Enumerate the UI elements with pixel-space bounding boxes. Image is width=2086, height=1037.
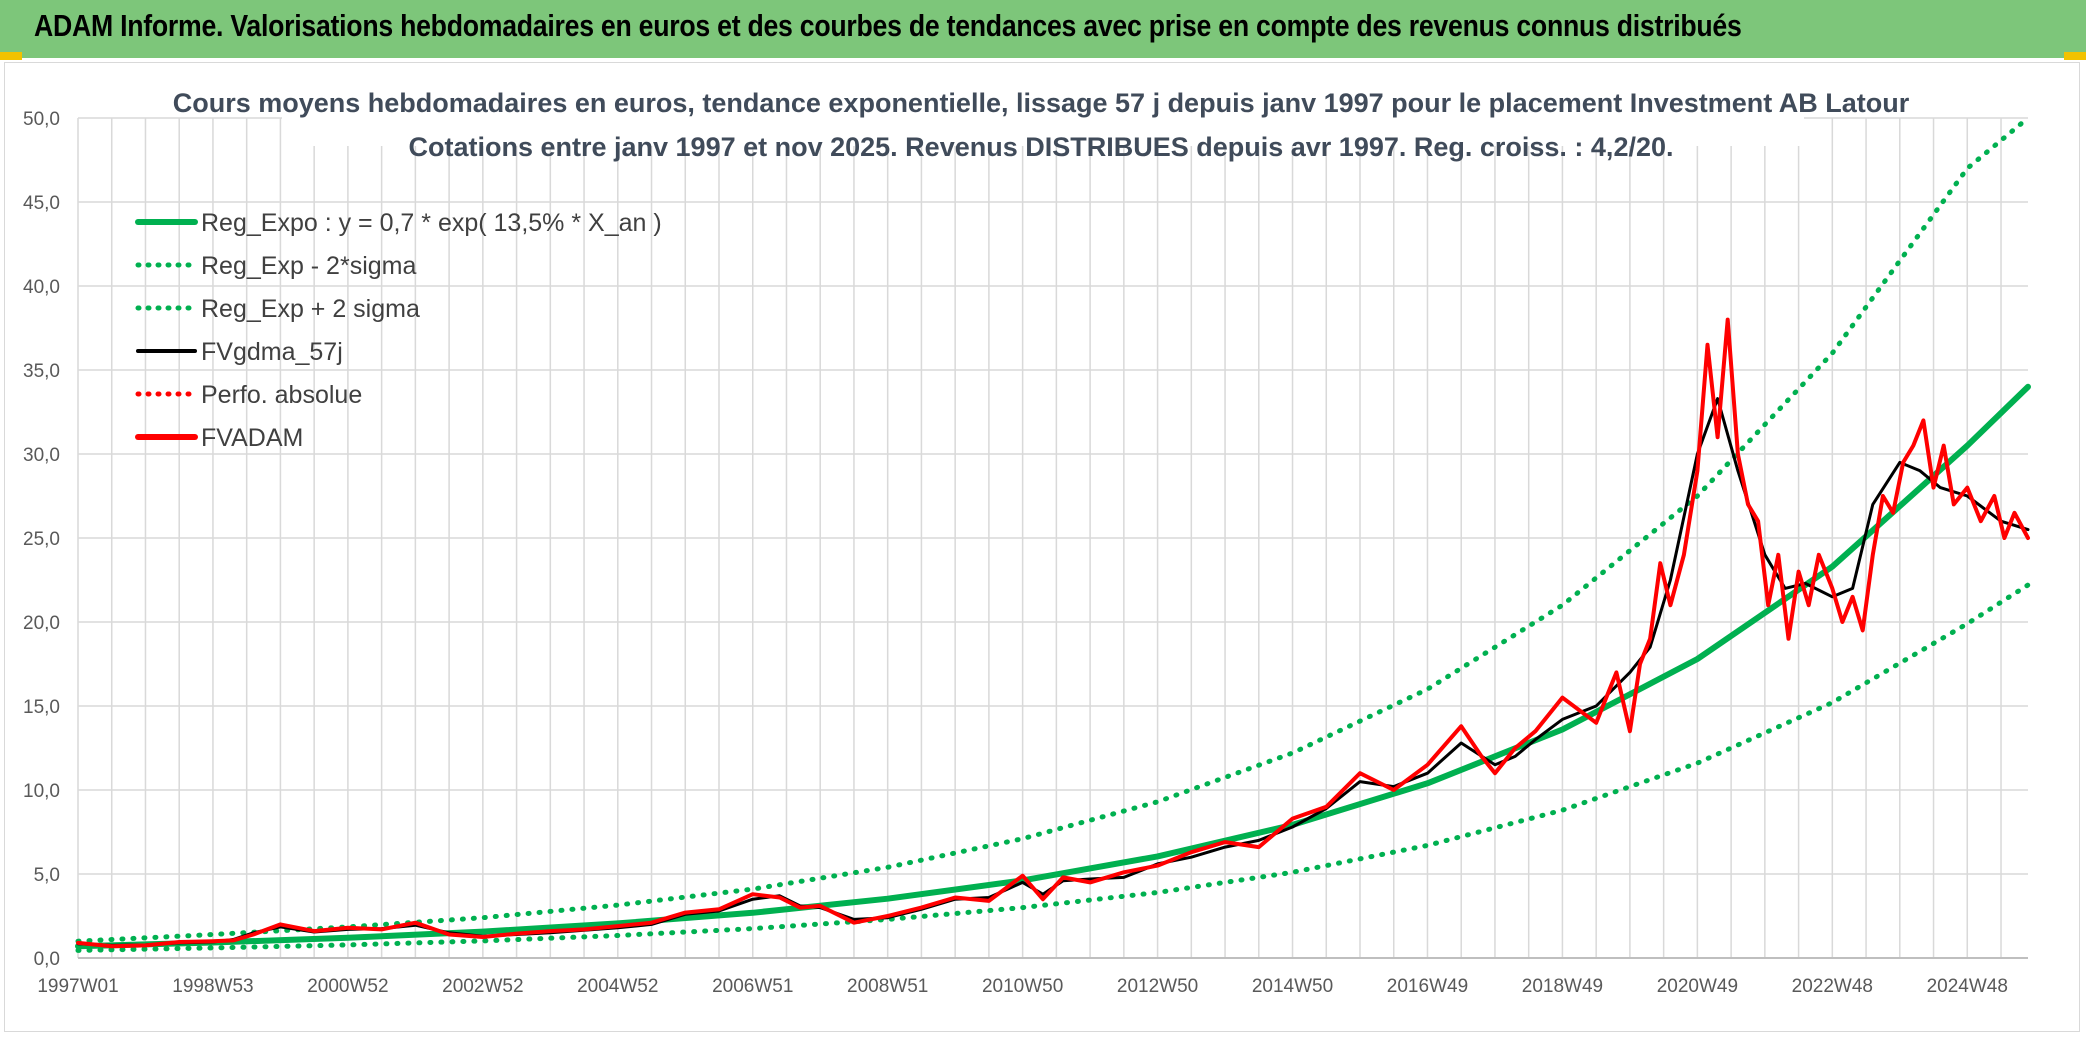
x-tick-label: 2022W48: [1792, 976, 1873, 997]
banner-corner-right: [2064, 52, 2086, 60]
x-tick-label: 2000W52: [307, 976, 388, 997]
series-fvgdma-57j: [76, 397, 2030, 947]
legend-label: Reg_Expo : y = 0,7 * exp( 13,5% * X_an ): [201, 209, 662, 237]
legend: Reg_Expo : y = 0,7 * exp( 13,5% * X_an )…: [135, 209, 662, 452]
chart-frame: [4, 62, 2080, 1032]
legend-label: Reg_Exp - 2*sigma: [201, 252, 416, 280]
x-tick-label: 2008W51: [847, 976, 928, 997]
y-tick-label: 40,0: [23, 277, 60, 298]
legend-item-reg-exp-minus: Reg_Exp - 2*sigma: [135, 252, 416, 280]
report-title: ADAM Informe. Valorisations hebdomadaire…: [34, 8, 1742, 43]
legend-label: FVgdma_57j: [201, 338, 343, 366]
x-tick-label: 2018W49: [1522, 976, 1603, 997]
y-tick-label: 5,0: [34, 865, 60, 886]
x-tick-label: 2006W51: [712, 976, 793, 997]
report-banner: ADAM Informe. Valorisations hebdomadaire…: [0, 0, 2086, 58]
series-layer: [75, 115, 2031, 953]
legend-item-reg-exp-plus: Reg_Exp + 2 sigma: [135, 295, 420, 323]
grid-layer: [77, 117, 2028, 959]
axis-layer: 0,0 5,0 10,0 15,0 20,0 25,0 30,0 35,0 40,0 45,0 50…: [23, 109, 2008, 997]
series-reg-exp-minus-2sigma: [75, 582, 2031, 953]
x-tick-label: 2010W50: [982, 976, 1063, 997]
y-tick-label: 25,0: [23, 529, 60, 550]
y-tick-label: 20,0: [23, 613, 60, 634]
y-tick-label: 50,0: [23, 109, 60, 130]
legend-label: Reg_Exp + 2 sigma: [201, 295, 420, 323]
legend-item-reg-expo: Reg_Expo : y = 0,7 * exp( 13,5% * X_an ): [135, 209, 662, 237]
y-tick-label: 15,0: [23, 697, 60, 718]
y-tick-label: 10,0: [23, 781, 60, 802]
legend-label: Perfo. absolue: [201, 381, 362, 409]
y-tick-label: 45,0: [23, 193, 60, 214]
x-tick-label: 2004W52: [577, 976, 658, 997]
chart-title-background: [282, 70, 1804, 146]
y-tick-label: 35,0: [23, 361, 60, 382]
x-tick-label: 2016W49: [1387, 976, 1468, 997]
chart-title: Cours moyens hebdomadaires en euros, ten…: [173, 88, 1910, 118]
chart-subtitle: Cotations entre janv 1997 et nov 2025. R…: [408, 132, 1673, 162]
legend-item-fvgdma: FVgdma_57j: [136, 338, 343, 366]
legend-item-perfo-absolue: Perfo. absolue: [135, 381, 362, 409]
legend-item-fvadam: FVADAM: [135, 424, 303, 452]
banner-corner-left: [0, 52, 22, 60]
y-tick-label: 30,0: [23, 445, 60, 466]
series-reg-expo: [75, 383, 2031, 950]
legend-label: FVADAM: [201, 424, 303, 452]
x-tick-label: 2012W50: [1117, 976, 1198, 997]
y-tick-label: 0,0: [34, 949, 60, 970]
x-tick-label: 2024W48: [1927, 976, 2008, 997]
x-tick-label: 1997W01: [37, 976, 118, 997]
x-tick-label: 2020W49: [1657, 976, 1738, 997]
x-tick-label: 1998W53: [172, 976, 253, 997]
x-tick-label: 2014W50: [1252, 976, 1333, 997]
x-tick-label: 2002W52: [442, 976, 523, 997]
series-reg-exp-plus-2sigma: [75, 115, 2031, 944]
series-fvadam: [76, 317, 2030, 949]
